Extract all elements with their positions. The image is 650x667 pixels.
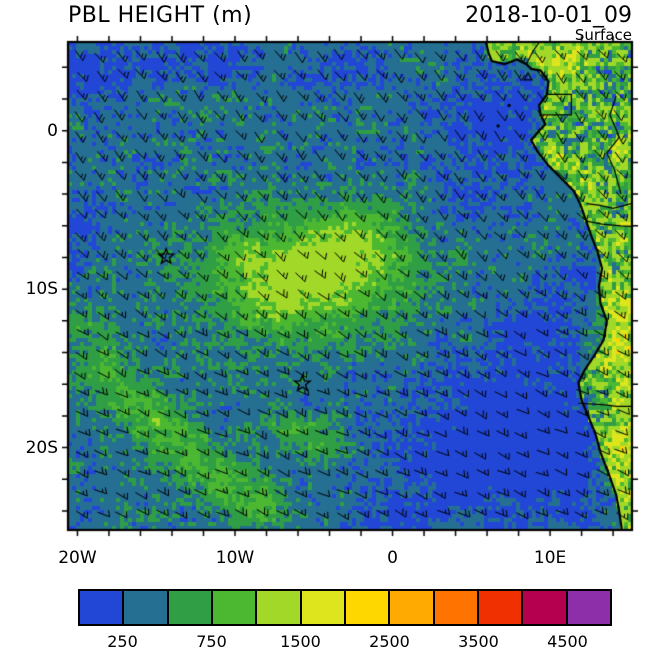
y-tick-label-20S: 20S (25, 437, 58, 458)
colorbar-cell-4 (257, 591, 302, 624)
y-tick-label-10S: 10S (25, 279, 58, 300)
colorbar-cell-8 (434, 591, 479, 624)
colorbar-tick-1500: 1500 (280, 632, 321, 651)
colorbar (78, 589, 612, 626)
colorbar-tick-2500: 2500 (369, 632, 410, 651)
x-tick-label-10W: 10W (215, 548, 255, 568)
chart-timestamp: 2018-10-01_09 (465, 3, 632, 28)
colorbar-cell-1 (124, 591, 169, 624)
colorbar-cell-6 (345, 591, 391, 624)
chart-title: PBL HEIGHT (m) (68, 3, 253, 28)
colorbar-cell-11 (567, 591, 610, 624)
x-tick-label-0: 0 (387, 548, 398, 568)
colorbar-cell-10 (523, 591, 568, 624)
colorbar-cell-0 (80, 591, 125, 624)
colorbar-cell-3 (212, 591, 258, 624)
colorbar-tick-3500: 3500 (458, 632, 499, 651)
colorbar-tick-4500: 4500 (547, 632, 588, 651)
x-tick-label-20W: 20W (58, 548, 97, 568)
colorbar-cell-9 (478, 591, 524, 624)
colorbar-tick-750: 750 (196, 632, 227, 651)
y-tick-label-0: 0 (47, 120, 58, 141)
colorbar-cell-7 (390, 591, 435, 624)
colorbar-cell-5 (301, 591, 346, 624)
colorbar-labels: 250 750 1500 2500 3500 4500 (78, 632, 612, 654)
colorbar-cell-2 (168, 591, 213, 624)
x-tick-label-10E: 10E (533, 548, 567, 568)
colorbar-tick-250: 250 (107, 632, 138, 651)
level-label: Surface (574, 26, 632, 44)
